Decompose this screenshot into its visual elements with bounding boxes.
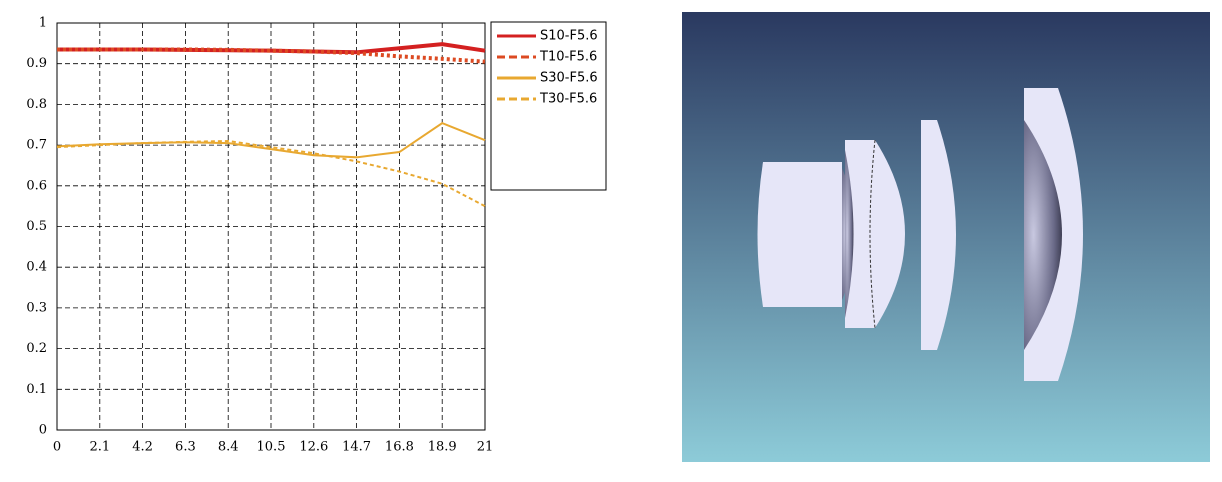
legend-label: S30-F5.6 bbox=[540, 71, 598, 86]
x-tick-label: 12.6 bbox=[299, 440, 328, 455]
legend-box bbox=[490, 21, 607, 191]
legend-label: T10-F5.6 bbox=[539, 50, 597, 65]
y-tick-label: 0.9 bbox=[26, 56, 47, 71]
y-tick-label: 0.5 bbox=[26, 219, 47, 234]
y-tick-label: 0.1 bbox=[26, 382, 47, 397]
y-tick-label: 1 bbox=[39, 16, 47, 31]
x-tick-label: 18.9 bbox=[428, 440, 457, 455]
y-tick-label: 0.3 bbox=[26, 300, 47, 315]
legend-label: S10-F5.6 bbox=[540, 29, 598, 44]
x-tick-label: 0 bbox=[53, 440, 61, 455]
y-tick-label: 0.8 bbox=[26, 97, 47, 112]
lens-4-surface bbox=[1024, 120, 1062, 350]
y-tick-label: 0 bbox=[39, 423, 47, 438]
y-tick-label: 0.7 bbox=[26, 138, 47, 153]
x-tick-label: 16.8 bbox=[385, 440, 414, 455]
x-tick-label: 8.4 bbox=[218, 440, 239, 455]
lens-2-surface bbox=[845, 150, 854, 318]
x-tick-label: 14.7 bbox=[342, 440, 371, 455]
series-line bbox=[57, 42, 486, 55]
x-tick-label: 6.3 bbox=[175, 440, 196, 455]
y-tick-label: 0.6 bbox=[26, 178, 47, 193]
lens-view bbox=[682, 12, 1210, 462]
lens-3 bbox=[921, 120, 956, 350]
x-tick-label: 10.5 bbox=[257, 440, 286, 455]
y-tick-label: 0.4 bbox=[26, 260, 47, 275]
x-tick-label: 21 bbox=[477, 440, 494, 455]
cemented-line bbox=[869, 139, 876, 329]
x-tick-label: 2.1 bbox=[89, 440, 110, 455]
lens-1 bbox=[757, 162, 842, 307]
series-line bbox=[57, 47, 486, 64]
lens-2 bbox=[845, 140, 905, 328]
y-tick-label: 0.2 bbox=[26, 341, 47, 356]
x-tick-label: 4.2 bbox=[132, 440, 153, 455]
series-line bbox=[56, 140, 486, 208]
legend-label: T30-F5.6 bbox=[539, 92, 597, 107]
